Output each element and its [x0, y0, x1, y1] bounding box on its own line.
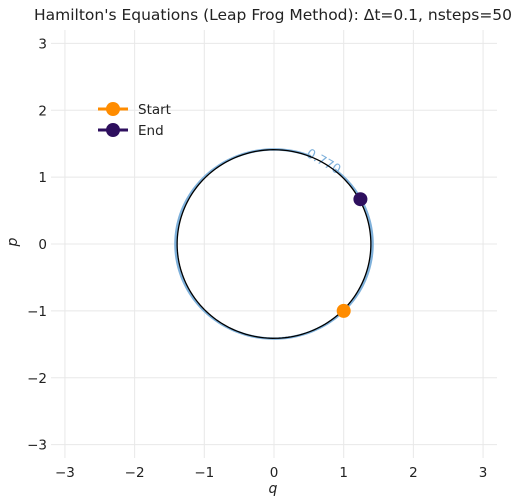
y-tick-label: 0: [38, 237, 47, 253]
tick-labels: −3 −2 −1 0 1 2 3 −3 −2 −1 0 1 2 3: [27, 36, 487, 481]
x-tick-label: −1: [194, 465, 214, 481]
x-tick-label: 0: [270, 465, 279, 481]
x-tick-label: 3: [479, 465, 488, 481]
y-tick-label: 1: [38, 170, 47, 186]
x-tick-label: −2: [125, 465, 145, 481]
legend-end-label: End: [138, 123, 164, 139]
x-tick-label: 1: [339, 465, 348, 481]
x-tick-label: 2: [409, 465, 418, 481]
y-tick-label: 3: [38, 36, 47, 52]
y-axis-label: p: [5, 237, 21, 247]
start-point: [337, 304, 351, 318]
y-tick-label: −2: [27, 371, 47, 387]
grid: [51, 30, 497, 458]
legend-end-marker: [106, 123, 120, 137]
end-point: [353, 192, 367, 206]
y-tick-label: 2: [38, 103, 47, 119]
x-axis-label: q: [269, 481, 278, 497]
legend-start-marker: [106, 102, 120, 116]
legend-start-label: Start: [138, 102, 171, 118]
x-tick-label: −3: [55, 465, 75, 481]
y-tick-label: −3: [27, 438, 47, 454]
chart-title: Hamilton's Equations (Leap Frog Method):…: [34, 6, 512, 24]
y-tick-label: −1: [27, 304, 47, 320]
